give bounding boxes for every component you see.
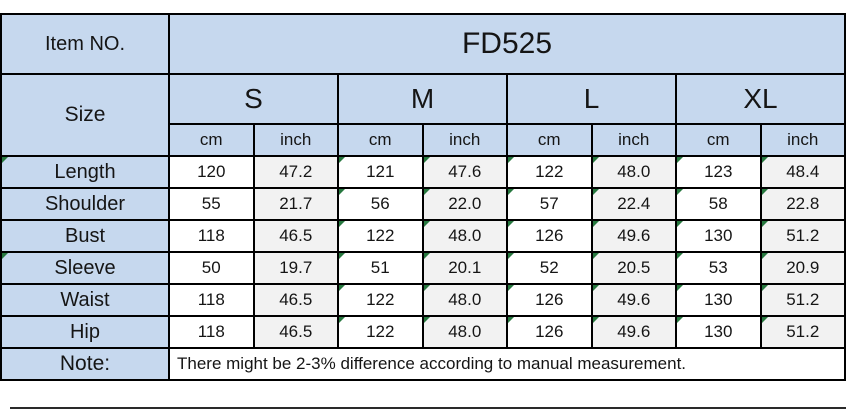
value-cell-sleeve-xl-inch: 20.9	[759, 251, 846, 285]
value-cell-hip-s-inch: 46.5	[252, 315, 339, 349]
value-cell-bust-xl-inch: 51.2	[759, 219, 846, 253]
value-cell-hip-xl-cm: 130	[675, 315, 762, 349]
value-cell-hip-m-inch: 48.0	[421, 315, 508, 349]
measure-row-hip: Hip 118 46.5 122 48.0 126 49.6 130 51.2	[0, 315, 846, 349]
measure-row-length: Length 120 47.2 121 47.6 122 48.0 123 48.4	[0, 155, 846, 189]
unit-header-m-cm: cm	[337, 123, 424, 157]
value-cell-bust-m-inch: 48.0	[421, 219, 508, 253]
unit-header-l-inch: inch	[590, 123, 677, 157]
value-cell-length-xl-cm: 123	[675, 155, 762, 189]
value-cell-shoulder-s-cm: 55	[168, 187, 255, 221]
value-cell-waist-s-inch: 46.5	[252, 283, 339, 317]
note-row: Note: There might be 2-3% difference acc…	[0, 347, 846, 381]
value-cell-shoulder-m-inch: 22.0	[421, 187, 508, 221]
unit-header-s-cm: cm	[168, 123, 255, 157]
value-cell-sleeve-s-cm: 50	[168, 251, 255, 285]
row-label-shoulder: Shoulder	[0, 187, 170, 221]
unit-header-s-inch: inch	[252, 123, 339, 157]
value-cell-waist-l-cm: 126	[506, 283, 593, 317]
size-header-l: L	[506, 73, 677, 125]
value-cell-waist-m-cm: 122	[337, 283, 424, 317]
item-no-row: Item NO. FD525	[0, 13, 846, 75]
value-cell-bust-m-cm: 122	[337, 219, 424, 253]
value-cell-length-s-inch: 47.2	[252, 155, 339, 189]
value-cell-sleeve-l-inch: 20.5	[590, 251, 677, 285]
size-header-s: S	[168, 73, 339, 125]
row-label-hip: Hip	[0, 315, 170, 349]
size-chart-table: Item NO. FD525 Size S M L XL cm inch cm inch cm…	[0, 13, 846, 381]
value-cell-bust-s-inch: 46.5	[252, 219, 339, 253]
value-cell-shoulder-l-cm: 57	[506, 187, 593, 221]
value-cell-length-m-inch: 47.6	[421, 155, 508, 189]
unit-header-xl-inch: inch	[759, 123, 846, 157]
value-cell-bust-l-cm: 126	[506, 219, 593, 253]
measure-row-waist: Waist 118 46.5 122 48.0 126 49.6 130 51.2	[0, 283, 846, 317]
value-cell-shoulder-m-cm: 56	[337, 187, 424, 221]
unit-header-xl-cm: cm	[675, 123, 762, 157]
size-header-m: M	[337, 73, 508, 125]
size-header-row: Size S M L XL	[0, 73, 846, 157]
row-label-length: Length	[0, 155, 170, 189]
value-cell-sleeve-l-cm: 52	[506, 251, 593, 285]
size-header-xl: XL	[675, 73, 846, 125]
cutoff-next-row-edge	[10, 407, 846, 409]
value-cell-length-l-inch: 48.0	[590, 155, 677, 189]
value-cell-hip-m-cm: 122	[337, 315, 424, 349]
value-cell-length-l-cm: 122	[506, 155, 593, 189]
measure-row-shoulder: Shoulder 55 21.7 56 22.0 57 22.4 58 22.8	[0, 187, 846, 221]
value-cell-sleeve-m-cm: 51	[337, 251, 424, 285]
measure-row-bust: Bust 118 46.5 122 48.0 126 49.6 130 51.2	[0, 219, 846, 253]
measure-row-sleeve: Sleeve 50 19.7 51 20.1 52 20.5 53 20.9	[0, 251, 846, 285]
row-label-bust: Bust	[0, 219, 170, 253]
row-label-sleeve: Sleeve	[0, 251, 170, 285]
value-cell-hip-xl-inch: 51.2	[759, 315, 846, 349]
value-cell-length-s-cm: 120	[168, 155, 255, 189]
value-cell-sleeve-m-inch: 20.1	[421, 251, 508, 285]
value-cell-waist-xl-cm: 130	[675, 283, 762, 317]
item-no-value: FD525	[168, 13, 846, 75]
value-cell-waist-s-cm: 118	[168, 283, 255, 317]
value-cell-waist-l-inch: 49.6	[590, 283, 677, 317]
value-cell-waist-xl-inch: 51.2	[759, 283, 846, 317]
value-cell-shoulder-s-inch: 21.7	[252, 187, 339, 221]
size-label: Size	[0, 73, 170, 157]
value-cell-sleeve-xl-cm: 53	[675, 251, 762, 285]
value-cell-bust-l-inch: 49.6	[590, 219, 677, 253]
row-label-waist: Waist	[0, 283, 170, 317]
note-text: There might be 2-3% difference according…	[168, 347, 846, 381]
value-cell-bust-s-cm: 118	[168, 219, 255, 253]
value-cell-waist-m-inch: 48.0	[421, 283, 508, 317]
unit-header-row: cm inch cm inch cm inch cm inch	[1, 123, 846, 157]
value-cell-shoulder-l-inch: 22.4	[590, 187, 677, 221]
note-label: Note:	[0, 347, 170, 381]
item-no-label: Item NO.	[0, 13, 170, 75]
unit-header-m-inch: inch	[421, 123, 508, 157]
value-cell-hip-l-cm: 126	[506, 315, 593, 349]
value-cell-bust-xl-cm: 130	[675, 219, 762, 253]
unit-header-l-cm: cm	[506, 123, 593, 157]
value-cell-length-xl-inch: 48.4	[759, 155, 846, 189]
value-cell-shoulder-xl-cm: 58	[675, 187, 762, 221]
value-cell-length-m-cm: 121	[337, 155, 424, 189]
value-cell-sleeve-s-inch: 19.7	[252, 251, 339, 285]
value-cell-hip-s-cm: 118	[168, 315, 255, 349]
value-cell-shoulder-xl-inch: 22.8	[759, 187, 846, 221]
value-cell-hip-l-inch: 49.6	[590, 315, 677, 349]
